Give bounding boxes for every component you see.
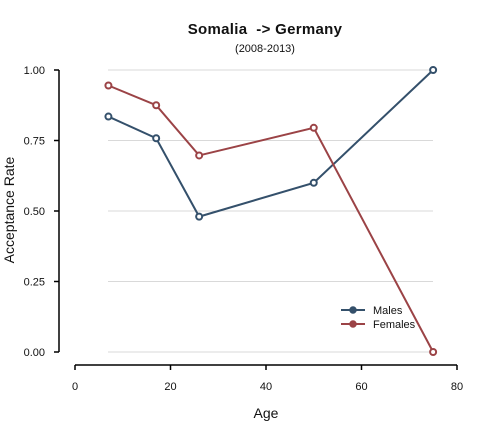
x-tick-label: 60 [355,381,367,393]
y-tick-label: 0.75 [24,136,45,148]
y-tick-label: 0.00 [24,347,45,359]
chart-title: Somalia -> Germany [187,21,343,38]
data-point-males [309,178,318,187]
chart-subtitle: (2008-2013) [235,43,295,55]
data-point-males [429,66,438,74]
x-tick-label: 20 [164,381,176,393]
data-point-females [104,81,113,90]
y-tick-label: 0.50 [24,206,45,218]
data-point-females [309,123,318,132]
series-layer [104,66,438,356]
data-point-males [104,112,113,121]
y-tick-label: 1.00 [24,65,45,77]
data-point-females [429,348,438,356]
legend-swatch-marker [349,306,357,314]
data-point-females [152,101,161,110]
data-point-females [195,151,204,160]
axes: 0.00 0.25 0.50 0.75 1.00 0 20 40 60 80 [24,65,464,393]
gridlines [108,69,433,353]
data-point-males [195,212,204,221]
y-axis-label: Acceptance Rate [1,156,17,263]
legend: Males Females [341,305,416,331]
x-tick-label: 80 [451,381,463,393]
legend-label: Females [373,319,416,331]
data-point-males [152,134,161,143]
series-line-males [108,69,434,218]
y-tick-label: 0.25 [24,277,45,289]
x-tick-label: 40 [260,381,272,393]
legend-swatch-marker [349,320,357,328]
x-tick-label: 0 [72,381,78,393]
legend-label: Males [373,305,403,317]
x-axis-label: Age [254,405,279,421]
